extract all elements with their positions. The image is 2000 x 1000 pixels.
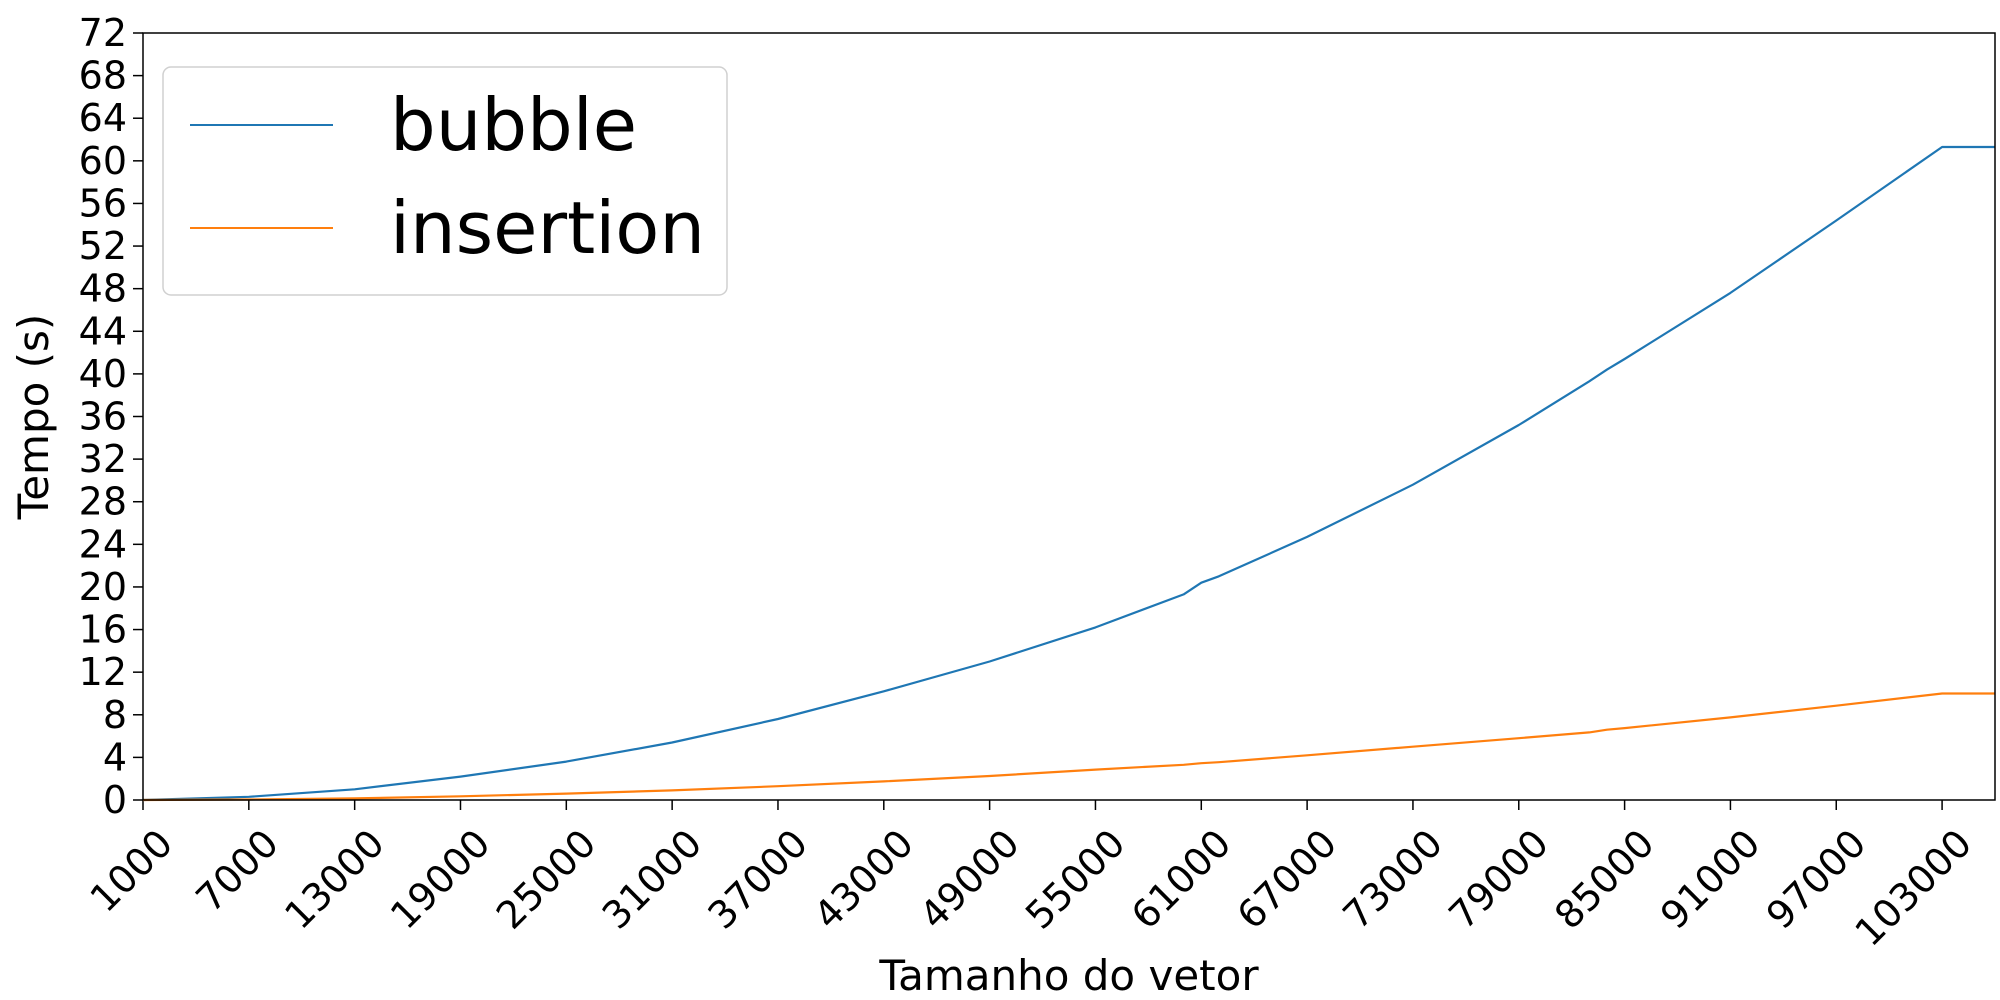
y-tick-label: 16 (79, 608, 127, 652)
series-line-bubble (142, 145, 1995, 802)
y-tick-label: 56 (79, 181, 127, 225)
y-tick-label: 4 (103, 735, 127, 779)
legend-label-bubble: bubble (390, 83, 637, 167)
y-tick-label: 20 (79, 565, 127, 609)
x-tick-label: 43000 (805, 821, 922, 938)
x-tick-label: 1000 (82, 821, 182, 921)
y-tick-label: 36 (79, 395, 127, 439)
y-tick-label: 0 (103, 778, 127, 822)
x-tick-label: 13000 (276, 821, 393, 938)
x-tick-label: 91000 (1652, 821, 1769, 938)
x-tick-label: 67000 (1229, 821, 1346, 938)
y-tick-label: 12 (79, 650, 127, 694)
x-tick-label: 55000 (1017, 821, 1134, 938)
y-tick-label: 44 (79, 309, 127, 353)
y-tick-label: 68 (79, 54, 127, 98)
y-tick-label: 64 (79, 96, 127, 140)
x-tick-label: 73000 (1335, 821, 1452, 938)
x-tick-label: 31000 (594, 821, 711, 938)
y-tick-label: 40 (79, 352, 127, 396)
x-tick-label: 37000 (700, 821, 817, 938)
x-axis-ticks: 1000 700013000190002500031000370004300049… (82, 800, 1981, 955)
x-tick-label: 79000 (1440, 821, 1557, 938)
plot-frame (142, 32, 1996, 801)
x-tick-label: 7000 (187, 821, 287, 921)
y-axis-title: Tempo (s) (9, 314, 58, 521)
y-tick-label: 8 (103, 693, 127, 737)
legend: bubble insertion (162, 66, 728, 296)
x-tick-label: 103000 (1847, 821, 1981, 955)
y-tick-label: 32 (79, 437, 127, 481)
y-tick-label: 60 (79, 139, 127, 183)
y-tick-label: 52 (79, 224, 127, 268)
x-axis-title: Tamanho do vetor (878, 951, 1259, 1000)
series-line-insertion (142, 692, 1995, 802)
x-tick-label: 25000 (488, 821, 605, 938)
x-tick-label: 85000 (1546, 821, 1663, 938)
x-tick-label: 49000 (911, 821, 1028, 938)
legend-label-insertion: insertion (390, 186, 705, 270)
series-lines (142, 145, 1995, 802)
y-tick-label: 28 (79, 480, 127, 524)
x-tick-label: 19000 (382, 821, 499, 938)
x-tick-label: 61000 (1123, 821, 1240, 938)
y-tick-label: 48 (79, 267, 127, 311)
y-tick-label: 72 (79, 11, 127, 55)
y-tick-label: 24 (79, 522, 127, 566)
